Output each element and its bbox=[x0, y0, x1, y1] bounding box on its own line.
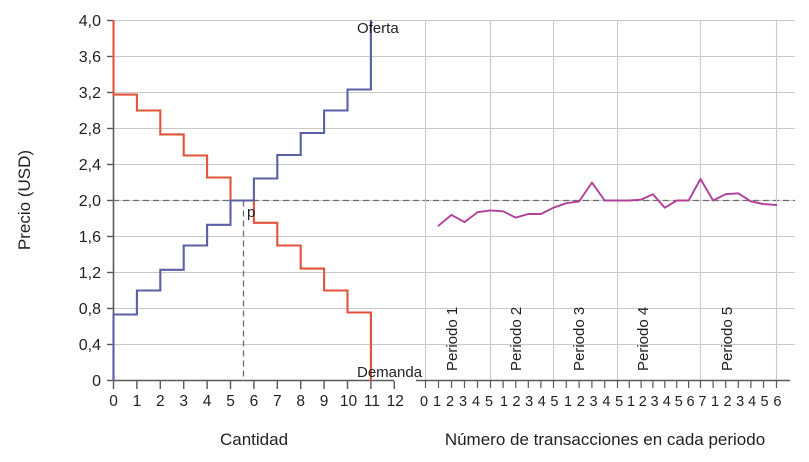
x-tick-label: 2 bbox=[724, 394, 732, 410]
supply-curve-label: Oferta bbox=[357, 20, 399, 37]
y-tick-label: 2,8 bbox=[79, 121, 101, 138]
demand-curve-label: Demanda bbox=[357, 364, 423, 381]
x-tick-label: 4 bbox=[472, 394, 480, 410]
x-tick-label: 3 bbox=[459, 394, 467, 410]
x-tick-label: 3 bbox=[590, 394, 598, 410]
x-tick-label: 6 bbox=[773, 394, 781, 410]
y-tick-label: 1,2 bbox=[79, 265, 101, 282]
equilibrium-price-label: p bbox=[247, 204, 255, 221]
x-tick-label: 10 bbox=[340, 393, 358, 410]
y-tick-label: 2,4 bbox=[79, 157, 101, 174]
x-tick-label: 2 bbox=[577, 394, 585, 410]
x-tick-label: 2 bbox=[639, 394, 647, 410]
x-tick-label: 8 bbox=[296, 393, 305, 410]
right-x-axis bbox=[416, 379, 790, 388]
x-tick-label: 2 bbox=[446, 394, 454, 410]
x-tick-label: 1 bbox=[500, 394, 508, 410]
x-tick-label: 1 bbox=[711, 394, 719, 410]
x-tick-label: 0 bbox=[420, 394, 428, 410]
left-x-axis bbox=[112, 379, 395, 389]
x-tick-label: 5 bbox=[761, 394, 769, 410]
y-tick-label: 1,6 bbox=[79, 229, 101, 246]
y-tick-label: 0,8 bbox=[79, 301, 101, 318]
x-tick-label: 9 bbox=[320, 393, 329, 410]
x-tick-label: 3 bbox=[651, 394, 659, 410]
y-tick-label: 2,0 bbox=[79, 193, 101, 210]
y-tick-labels: 4,0 3,6 3,2 2,8 2,4 2,0 1,6 1,2 0,8 0,4 … bbox=[79, 13, 101, 390]
x-tick-label: 4 bbox=[663, 394, 671, 410]
period-label: Periodo 2 bbox=[508, 307, 525, 371]
equilibrium-guides bbox=[113, 199, 795, 381]
x-tick-label: 5 bbox=[615, 394, 623, 410]
x-tick-label: 3 bbox=[736, 394, 744, 410]
x-tick-label: 2 bbox=[156, 393, 165, 410]
x-tick-label: 7 bbox=[698, 394, 706, 410]
x-tick-label: 12 bbox=[387, 393, 404, 410]
x-tick-label: 5 bbox=[675, 394, 683, 410]
left-x-tick-labels: 0 1 2 3 4 5 6 7 8 9 10 11 12 bbox=[109, 393, 404, 410]
x-tick-label: 4 bbox=[203, 393, 212, 410]
x-tick-label: 1 bbox=[627, 394, 635, 410]
period-label: Periodo 3 bbox=[571, 307, 588, 371]
x-tick-label: 7 bbox=[273, 393, 282, 410]
y-tick-label: 4,0 bbox=[79, 13, 101, 30]
x-tick-label: 2 bbox=[513, 394, 521, 410]
x-tick-label: 1 bbox=[564, 394, 572, 410]
x-tick-label: 1 bbox=[433, 394, 441, 410]
x-tick-label: 4 bbox=[538, 394, 546, 410]
right-x-axis-title: Número de transacciones en cada periodo bbox=[445, 430, 765, 449]
x-tick-label: 5 bbox=[226, 393, 235, 410]
x-tick-label: 4 bbox=[602, 394, 610, 410]
x-tick-label: 11 bbox=[364, 393, 380, 410]
y-tick-label: 3,2 bbox=[79, 85, 101, 102]
x-tick-label: 4 bbox=[748, 394, 756, 410]
horizontal-gridlines bbox=[113, 20, 795, 345]
transaction-price-line bbox=[437, 178, 778, 227]
x-tick-label: 0 bbox=[109, 393, 118, 410]
period-labels: Periodo 1 Periodo 2 Periodo 3 Periodo 4 … bbox=[444, 307, 736, 371]
period-label: Periodo 5 bbox=[719, 307, 736, 371]
supply-curve bbox=[112, 20, 372, 381]
period-label: Periodo 1 bbox=[444, 307, 461, 371]
period-divider-lines bbox=[424, 20, 778, 381]
x-tick-label: 1 bbox=[133, 393, 142, 410]
y-tick-label: 3,6 bbox=[79, 49, 101, 66]
y-axis-title: Precio (USD) bbox=[15, 150, 34, 250]
x-tick-label: 6 bbox=[687, 394, 695, 410]
y-tick-label: 0 bbox=[92, 373, 101, 390]
period-label: Periodo 4 bbox=[635, 307, 652, 371]
x-tick-label: 3 bbox=[179, 393, 188, 410]
left-x-axis-title: Cantidad bbox=[220, 430, 288, 449]
x-tick-label: 5 bbox=[550, 394, 558, 410]
x-tick-label: 6 bbox=[250, 393, 259, 410]
x-tick-label: 5 bbox=[485, 394, 493, 410]
y-tick-label: 0,4 bbox=[79, 337, 101, 354]
x-tick-label: 3 bbox=[525, 394, 533, 410]
right-x-tick-labels: 0 1 2 3 4 5 1 2 3 4 5 1 2 3 4 5 1 2 3 4 … bbox=[420, 394, 781, 410]
